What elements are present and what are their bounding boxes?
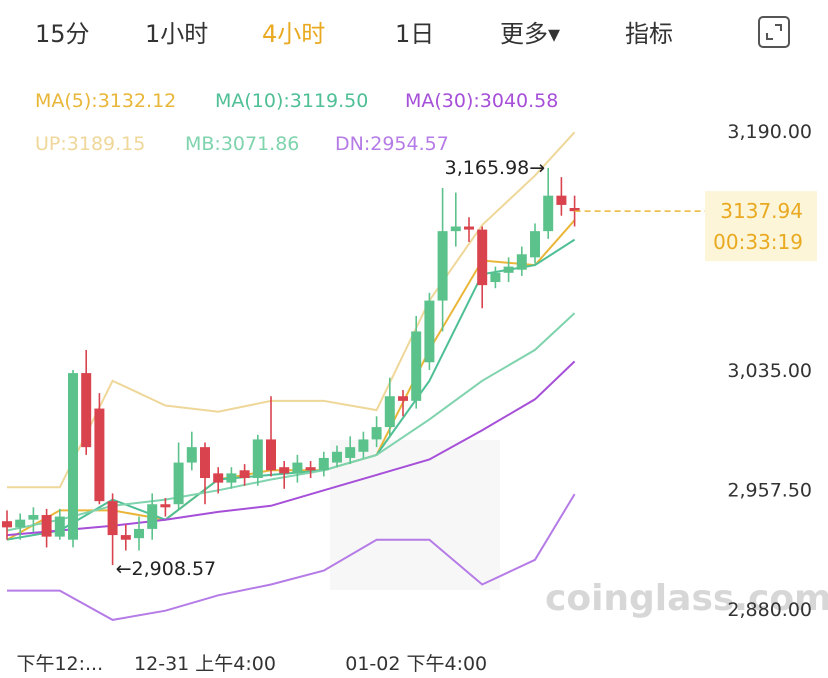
candle-body <box>318 457 329 471</box>
candle-body <box>530 231 540 258</box>
candle-body <box>516 254 527 270</box>
tab[interactable]: 15分 <box>35 20 90 48</box>
candle-body <box>384 396 395 428</box>
candle-body <box>358 439 369 452</box>
watermark-bg <box>330 440 500 590</box>
x-tick-label: 下午12:... <box>16 653 103 675</box>
y-tick-label: 3,190.00 <box>727 121 812 143</box>
candle-body <box>200 447 210 478</box>
tab[interactable]: 更多▾ <box>500 20 560 48</box>
candle-body <box>2 521 12 528</box>
candle-body <box>28 515 39 520</box>
price-label: 3137.94 <box>720 199 803 223</box>
y-tick-label: 3,035.00 <box>727 360 812 382</box>
candle-body <box>398 396 408 401</box>
legend-entry: MA(30):3040.58 <box>405 90 558 112</box>
candle-body <box>266 439 276 471</box>
y-tick-label: 2,880.00 <box>727 599 812 621</box>
high-annotation: 3,165.98→ <box>445 157 546 179</box>
tab[interactable]: 指标 <box>625 20 673 48</box>
low-annotation: ←2,908.57 <box>116 558 217 580</box>
candle-body <box>569 208 580 212</box>
candle-body <box>450 226 461 232</box>
price-box <box>705 191 817 262</box>
indicator-line <box>7 493 576 621</box>
candle-body <box>411 331 422 401</box>
countdown: 00:33:19 <box>713 230 803 254</box>
legend-entry: MA(5):3132.12 <box>35 90 176 112</box>
candle-body <box>543 195 554 232</box>
legend-entry: MB:3071.86 <box>185 133 299 155</box>
x-tick-label: 12-31 上午4:00 <box>134 653 276 675</box>
candle-body <box>94 408 105 502</box>
candle-body <box>186 447 197 463</box>
candle-body <box>490 272 501 283</box>
candle-body <box>15 519 26 528</box>
candle-body <box>556 195 567 205</box>
candle-body <box>173 462 184 505</box>
candle-body <box>332 451 342 463</box>
candle-body <box>477 229 488 286</box>
tab[interactable]: 1日 <box>395 20 434 48</box>
candle-body <box>464 226 474 230</box>
candle-body <box>252 439 263 478</box>
candle-body <box>371 427 382 440</box>
candle-body <box>134 528 144 539</box>
candle-body <box>120 535 131 540</box>
legend-entry: MA(10):3119.50 <box>215 90 368 112</box>
candle-body <box>345 447 356 458</box>
indicator-line <box>6 360 576 537</box>
candle-body <box>54 516 65 537</box>
tab[interactable]: 1小时 <box>145 20 208 48</box>
candle-body <box>226 473 237 483</box>
fullscreen-button[interactable] <box>758 16 790 48</box>
candle-body <box>147 504 158 529</box>
candle-body <box>503 266 514 273</box>
candle-body <box>68 373 78 540</box>
x-tick-label: 01-02 下午4:00 <box>345 653 487 675</box>
candle-body <box>107 501 118 536</box>
candle-body <box>81 373 92 448</box>
candle-body <box>279 467 290 474</box>
candle-body <box>292 462 303 474</box>
y-tick-label: 2,957.50 <box>727 480 812 502</box>
candle-body <box>424 300 435 363</box>
candle-body <box>160 504 171 508</box>
tab-active[interactable]: 4小时 <box>262 20 325 48</box>
candle-body <box>213 473 224 483</box>
candle-body <box>437 231 448 301</box>
candle-body <box>239 470 250 478</box>
legend-entry: UP:3189.15 <box>35 133 145 155</box>
candle-body <box>305 467 316 471</box>
watermark: coinglass.com <box>545 578 828 619</box>
candle-body <box>41 515 52 537</box>
legend-entry: DN:2954.57 <box>335 133 449 155</box>
indicator-line <box>7 131 576 489</box>
